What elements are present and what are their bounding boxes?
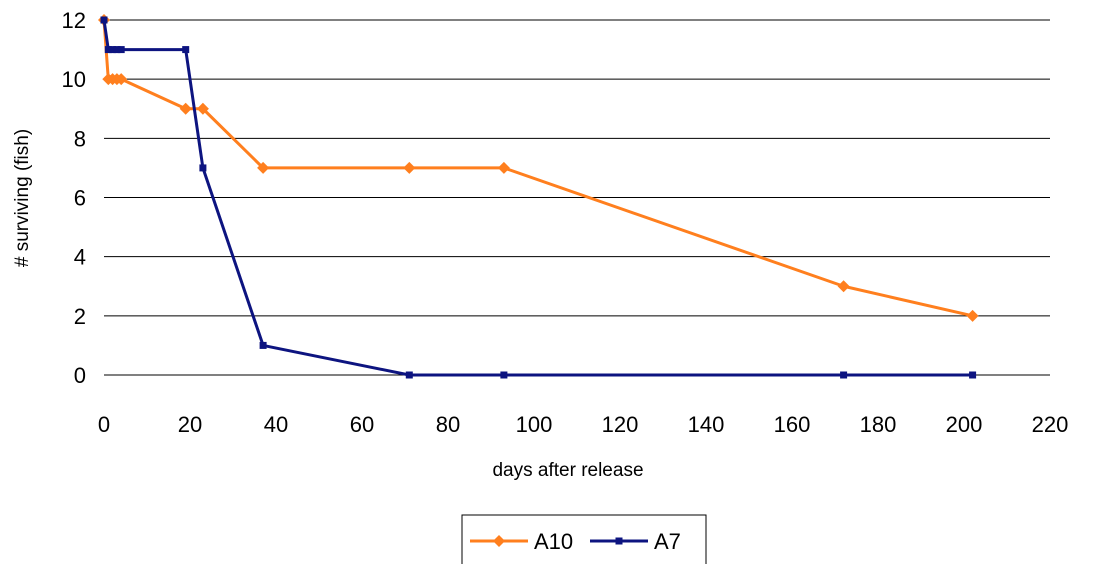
data-point-a7 — [182, 46, 190, 54]
data-point-a10 — [966, 309, 979, 322]
x-tick-labels: 0 20 40 60 80 100 120 140 160 180 200 220 — [98, 412, 1068, 437]
x-tick-label: 100 — [516, 412, 553, 437]
legend-marker-a7 — [615, 537, 623, 545]
data-point-a7 — [840, 371, 848, 379]
data-point-a7 — [500, 371, 508, 379]
x-tick-label: 60 — [350, 412, 374, 437]
series-a7 — [100, 16, 977, 379]
y-tick-label: 0 — [74, 363, 86, 388]
data-point-a7 — [969, 371, 977, 379]
y-tick-label: 4 — [74, 245, 86, 270]
x-tick-label: 0 — [98, 412, 110, 437]
series-a10 — [98, 14, 979, 322]
data-point-a7 — [117, 46, 125, 54]
gridlines — [104, 19, 1050, 376]
x-tick-label: 200 — [946, 412, 983, 437]
y-tick-label: 10 — [62, 67, 86, 92]
x-tick-label: 180 — [860, 412, 897, 437]
y-tick-label: 8 — [74, 126, 86, 151]
data-point-a7 — [109, 46, 117, 54]
x-axis-title: days after release — [492, 460, 643, 481]
legend-marker-a10 — [493, 535, 505, 547]
data-point-a7 — [259, 341, 267, 349]
data-point-a7 — [405, 371, 413, 379]
x-tick-label: 20 — [178, 412, 202, 437]
x-tick-label: 140 — [688, 412, 725, 437]
data-point-a10 — [257, 161, 270, 174]
legend: A10 A7 — [461, 514, 707, 564]
data-point-a7 — [100, 16, 108, 24]
x-tick-label: 40 — [264, 412, 288, 437]
x-tick-label: 220 — [1032, 412, 1069, 437]
legend-label-a10: A10 — [534, 529, 573, 554]
data-point-a10 — [179, 102, 192, 115]
data-point-a7 — [199, 164, 207, 172]
y-tick-label: 6 — [74, 186, 86, 211]
data-point-a10 — [196, 102, 209, 115]
data-point-a10 — [115, 73, 128, 86]
data-point-a10 — [497, 161, 510, 174]
y-axis-title: # surviving (fish) — [12, 129, 33, 267]
y-tick-labels: 0 2 4 6 8 10 12 — [62, 8, 86, 388]
data-point-a10 — [403, 161, 416, 174]
data-point-a10 — [837, 280, 850, 293]
legend-label-a7: A7 — [654, 529, 681, 554]
y-tick-label: 2 — [74, 304, 86, 329]
y-tick-label: 12 — [62, 8, 86, 33]
data-point-a7 — [113, 46, 121, 54]
series-layer — [98, 14, 979, 379]
data-point-a7 — [104, 46, 112, 54]
x-tick-label: 120 — [602, 412, 639, 437]
x-tick-label: 160 — [774, 412, 811, 437]
series-line-a10 — [102, 19, 973, 318]
x-tick-label: 80 — [436, 412, 460, 437]
